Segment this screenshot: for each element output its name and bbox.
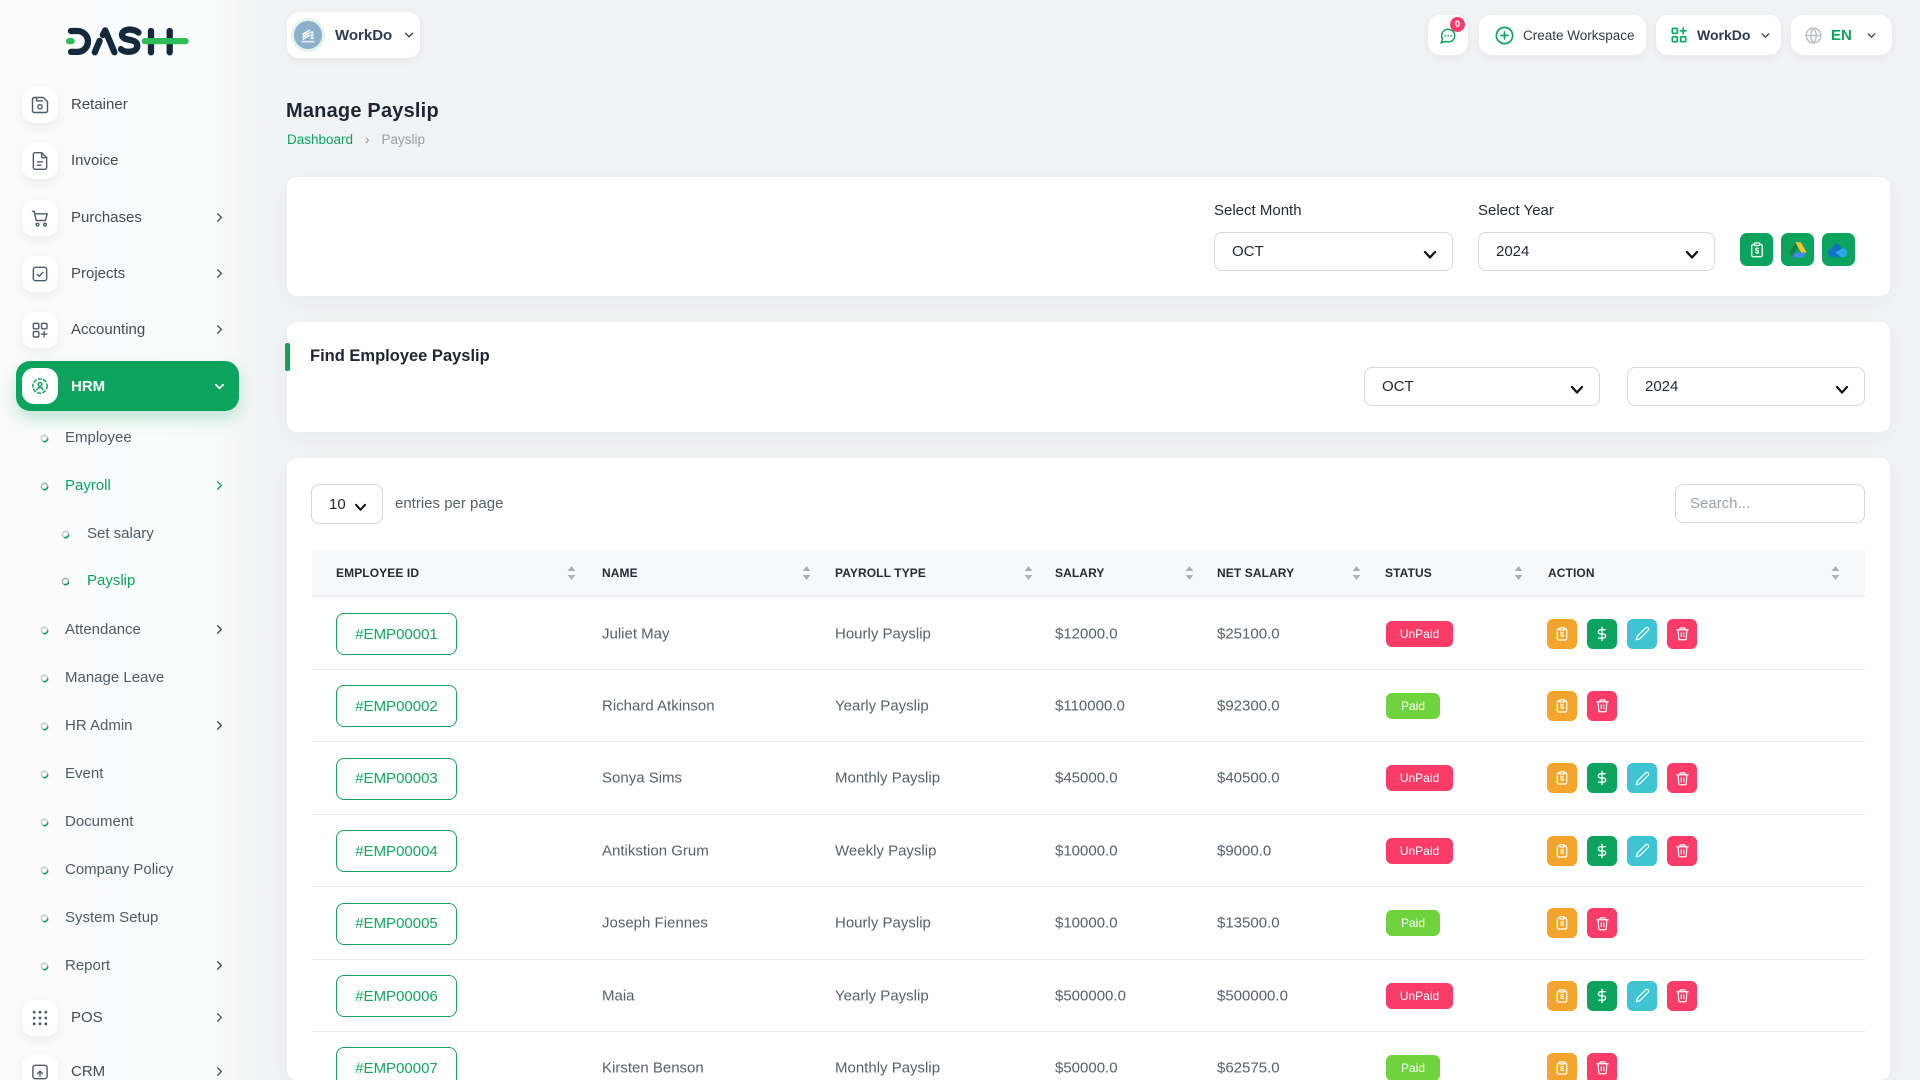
svg-text:$: $ [1560, 847, 1564, 856]
svg-text:$: $ [1560, 630, 1564, 639]
svg-text:$: $ [1560, 1064, 1564, 1073]
svg-text:$: $ [1560, 919, 1564, 928]
svg-text:$: $ [1560, 992, 1564, 1001]
svg-text:$: $ [1560, 702, 1564, 711]
svg-text:$: $ [1754, 246, 1759, 255]
svg-text:$: $ [1560, 774, 1564, 783]
